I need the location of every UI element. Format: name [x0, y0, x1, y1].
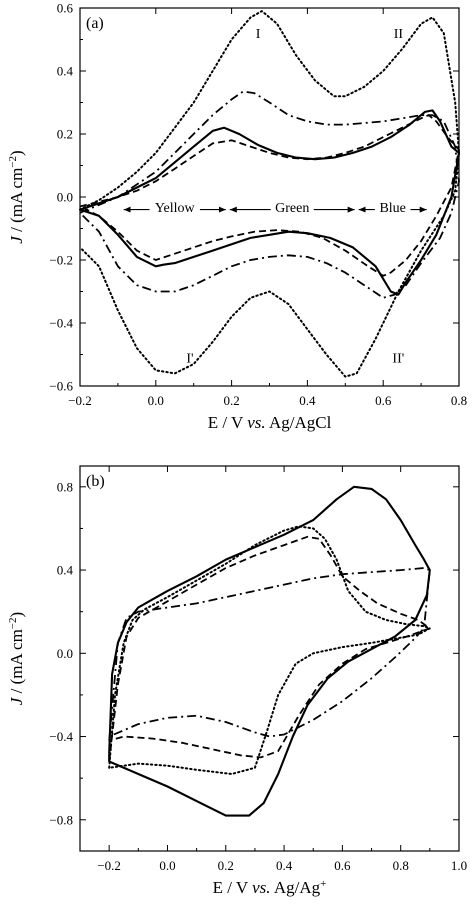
panel-a-peak-label: II [394, 27, 404, 42]
panel-a-x-tick-label: 0.4 [299, 393, 316, 408]
panel-a-y-tick-label: −0.6 [49, 379, 73, 394]
panel-a-plot-frame [79, 7, 460, 387]
panel-a-region-label: Yellow [155, 201, 196, 216]
panel-a-y-tick-label: −0.4 [49, 316, 73, 331]
panel-a-y-axis-title: J / (mA cm−2) [7, 150, 26, 243]
panel-b-x-tick-label: −0.2 [97, 858, 121, 873]
panel-a-region-label: Blue [379, 201, 405, 216]
panel-a-x-tick-label: 0.0 [148, 393, 164, 408]
panel-a-series-dotted [79, 10, 460, 378]
panel-a-y-tick-label: 0.4 [57, 64, 74, 79]
panel-a-series-dashdot [79, 90, 460, 299]
panel-b-x-tick-label: 0.4 [276, 858, 293, 873]
panel-b-plot-frame [79, 465, 460, 852]
panel-a-series-dashed [79, 114, 460, 277]
panel-b-x-tick-label: 0.6 [334, 858, 351, 873]
panel-b-series-dashdot [108, 567, 431, 741]
panel-a-x-tick-label: 0.8 [451, 393, 467, 408]
panel-b-y-tick-label: 0.0 [57, 646, 73, 661]
panel-a-peak-label: I' [186, 352, 193, 367]
panel-b-y-tick-label: 0.4 [57, 563, 74, 578]
panel-b-series-dashed [108, 535, 431, 762]
panel-b-x-tick-label: 0.8 [393, 858, 409, 873]
panel-b-x-tick-label: 0.2 [218, 858, 234, 873]
panel-a-peak-label: I [256, 27, 261, 42]
panel-a-peak-label: II' [392, 352, 404, 367]
panel-b-series-solid [108, 485, 431, 817]
panel-b-series-dotted [108, 525, 431, 775]
panel-b-y-tick-label: −0.4 [49, 729, 73, 744]
panel-a-x-axis-title: E / V vs. Ag/AgCl [208, 413, 332, 432]
panel-b-x-tick-label: 0.0 [159, 858, 175, 873]
panel-b-y-tick-label: 0.8 [57, 479, 73, 494]
panel-b-label: (b) [86, 473, 105, 490]
panel-a-region-label: Green [275, 201, 309, 216]
panel-a-x-tick-label: −0.2 [68, 393, 92, 408]
panel-a-y-tick-label: 0.2 [57, 127, 73, 142]
panel-b-y-tick-label: −0.8 [49, 812, 73, 827]
panel-a-x-tick-label: 0.2 [223, 393, 239, 408]
panel-a: −0.2 0.0 0.2 0.4 0.6 0.8 −0.6 −0.4 −0.2 0.0 0.2 0.4… [7, 1, 467, 433]
panel-a-y-tick-label: 0.6 [57, 1, 74, 16]
panel-b-y-axis-title: J / (mA cm−2) [7, 612, 26, 705]
panel-b-x-tick-label: 1.0 [451, 858, 467, 873]
panel-b-x-axis-title: E / V vs. Ag/Ag+ [213, 878, 327, 897]
panel-a-label: (a) [86, 15, 104, 32]
panel-b: −0.2 0.0 0.2 0.4 0.6 0.8 1.0 −0.8 −0.4 0.0 0.4 0.8 E… [7, 465, 467, 897]
panel-a-y-tick-label: −0.2 [49, 253, 73, 268]
panel-a-series-solid [79, 109, 461, 296]
panel-a-y-tick-label: 0.0 [57, 190, 73, 205]
panel-a-x-tick-label: 0.6 [375, 393, 392, 408]
